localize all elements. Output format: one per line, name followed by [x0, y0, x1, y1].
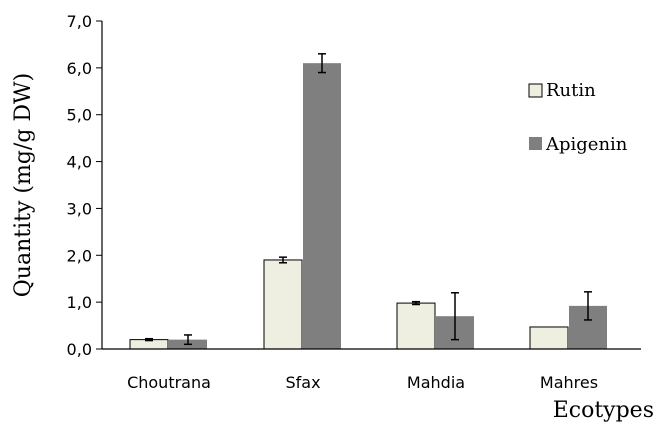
- y-tick-label: 6,0: [67, 59, 92, 78]
- x-category-label: Choutrana: [127, 373, 211, 392]
- y-tick-label: 5,0: [67, 106, 92, 125]
- y-tick-label: 1,0: [67, 293, 92, 312]
- legend: Rutin Apigenin: [528, 80, 628, 155]
- y-tick-label: 0,0: [67, 340, 92, 359]
- x-category-label: Mahdia: [407, 373, 465, 392]
- legend-swatch-apigenin: [529, 137, 542, 150]
- x-category-label: Mahres: [540, 373, 598, 392]
- bar-rutin: [263, 259, 303, 350]
- y-tick-label: 2,0: [67, 246, 92, 265]
- bars: [129, 63, 607, 350]
- x-axis-category-labels: Choutrana Sfax Mahdia Mahres: [127, 373, 598, 392]
- x-axis-title: Ecotypes: [553, 398, 654, 422]
- y-axis-title: Quantity (mg/g DW): [11, 73, 36, 297]
- y-tick-label: 3,0: [67, 199, 92, 218]
- bar-rutin: [529, 326, 569, 350]
- y-axis-ticks: 0,0 1,0 2,0 3,0 4,0 5,0 6,0 7,0: [67, 12, 102, 359]
- bar-apigenin: [303, 63, 341, 350]
- bar-rutin: [396, 302, 436, 350]
- error-bars: [145, 53, 592, 346]
- legend-label-apigenin: Apigenin: [545, 134, 628, 155]
- y-tick-label: 4,0: [67, 153, 92, 172]
- legend-label-rutin: Rutin: [546, 80, 596, 101]
- x-category-label: Sfax: [285, 373, 320, 392]
- y-tick-label: 7,0: [67, 12, 92, 31]
- legend-swatch-rutin: [528, 83, 543, 98]
